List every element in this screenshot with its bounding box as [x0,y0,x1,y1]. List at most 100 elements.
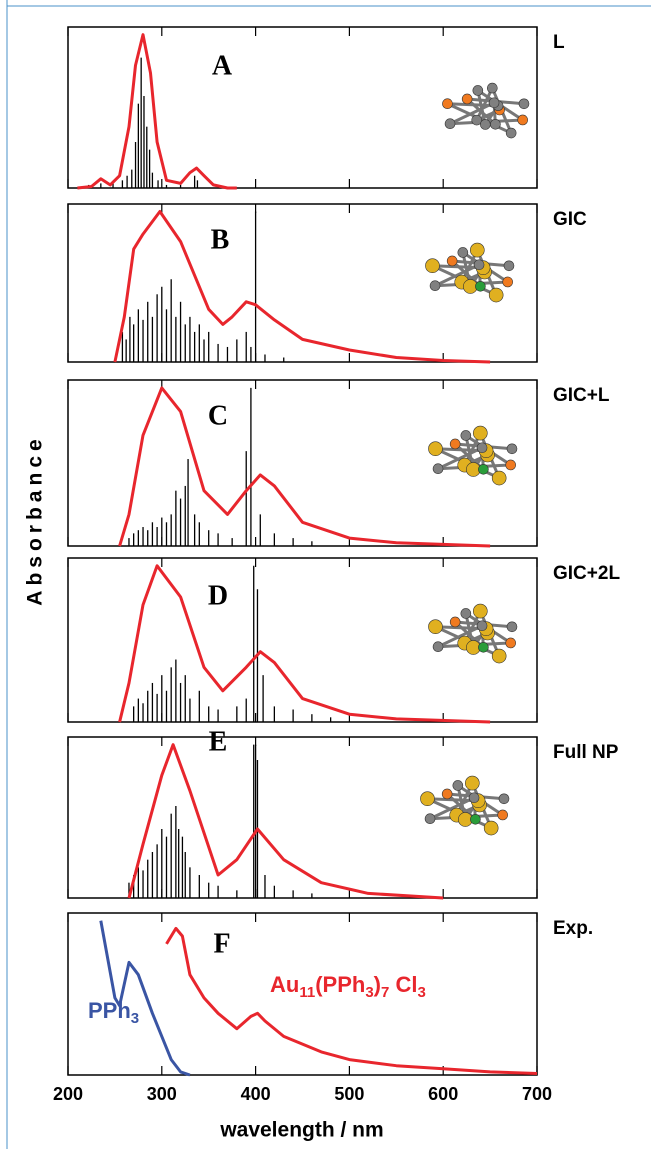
atom [420,791,435,807]
atom [425,258,440,274]
panel-frame [67,26,538,189]
annotation-part: 7 [381,984,389,1001]
panel-label: L [553,32,565,53]
atom [506,621,518,633]
atom [468,792,480,804]
panel-letter: C [208,400,228,431]
atom [473,259,485,271]
atom [488,287,504,303]
atom [473,425,488,441]
atom [472,85,484,96]
annotation-part: (PPh [315,972,365,997]
atom [488,97,500,109]
x-axis-label: wavelength / nm [219,1119,383,1142]
bond [434,263,480,288]
molecule-illustration [442,82,530,139]
atom [470,814,481,825]
atom [506,443,518,455]
annotation: PPh3 [88,998,139,1027]
bond [449,101,495,126]
atom [465,775,480,791]
atom [428,441,443,457]
panel-label: Full NP [553,742,619,763]
atom [432,641,444,653]
atom [498,793,510,805]
x-tick-label: 200 [53,1084,83,1104]
atom [461,93,473,105]
atom [446,255,458,267]
panel-label: GIC+2L [553,563,620,584]
x-tick-label: 700 [522,1084,552,1104]
atom [491,470,507,486]
atom [480,119,491,130]
atom [497,809,508,821]
atom [505,459,516,471]
annotation-part: 3 [131,1010,139,1027]
annotation-part: Cl [389,972,417,997]
bond [466,97,497,126]
atom [491,648,507,664]
atom [460,608,472,619]
panel-letter: E [209,726,228,757]
atom [471,114,483,126]
x-tick-label: 400 [241,1084,271,1104]
atom [487,82,498,94]
annotation-part: PPh [88,998,131,1023]
atom [475,281,486,292]
atom [476,442,488,454]
panel-frame [67,736,538,899]
atom [442,98,453,110]
spectrum-curve [118,386,491,548]
panel-frame [67,557,538,723]
bond [429,796,475,821]
panel-letter: B [211,224,230,255]
atom [424,813,436,825]
annotation-part: Au [270,972,299,997]
atom [444,118,456,130]
spectrum-curve [127,743,444,900]
atom [452,780,464,791]
panel-letter: F [213,928,230,959]
spectrum-curve [118,564,491,724]
annotation-part: ) [374,972,381,997]
x-tick-label: 500 [334,1084,364,1104]
molecule-illustration [420,775,510,836]
panel-letter: D [208,580,228,611]
atom [476,620,488,632]
molecule-illustration [428,603,518,664]
atom [429,280,441,292]
x-tick-label: 600 [428,1084,458,1104]
spectrum-curve [113,210,491,364]
x-tick-label: 300 [147,1084,177,1104]
atom [457,247,469,258]
panel-label: GIC [553,209,587,230]
bond [437,624,483,649]
panel-frame [67,912,538,1076]
atom [518,98,530,110]
panel-frame [67,379,538,547]
annotation-part: 3 [365,984,373,1001]
atom [517,114,528,126]
atom [428,619,443,635]
atom [503,260,515,272]
spectrum-curve [99,920,191,1077]
atom [505,127,517,139]
panel-label: GIC+L [553,385,610,406]
panel-label: Exp. [553,918,593,939]
molecule-illustration [425,242,515,303]
y-axis-label: Absorbance [24,434,47,605]
atom [441,788,453,800]
atom [483,820,499,836]
bond [437,446,483,471]
atom [460,430,472,441]
annotation-part: 11 [299,984,315,1001]
atom [449,616,461,628]
atom [432,463,444,475]
molecule-illustration [428,425,518,486]
atom [470,242,485,258]
atom [478,464,489,475]
panel-frame [67,203,538,363]
atom [473,603,488,619]
spectrum-curve [77,33,237,190]
